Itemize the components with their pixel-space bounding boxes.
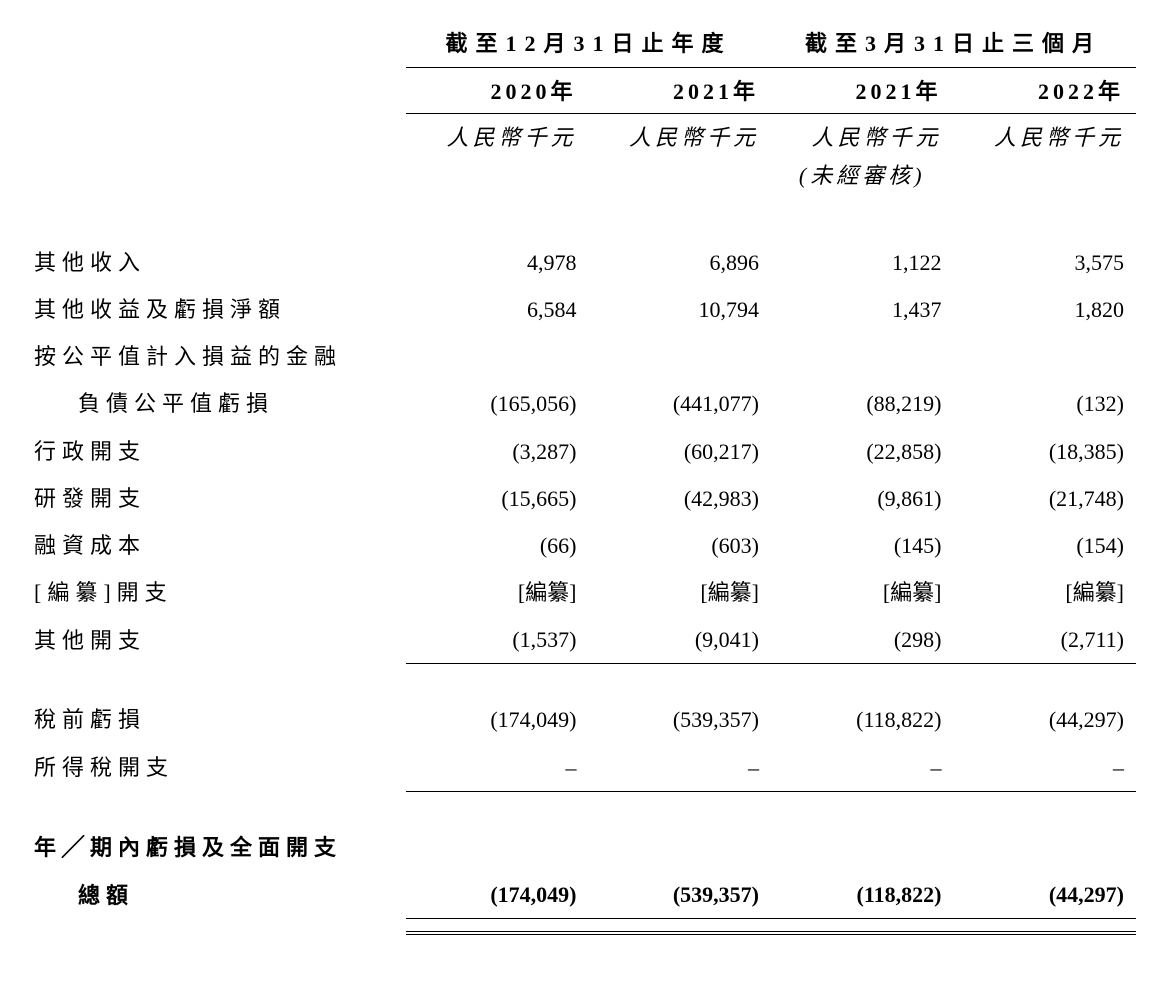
cell-value: (603)	[589, 522, 771, 569]
unit-label: 人民幣千元	[771, 114, 953, 158]
cell-value: –	[589, 744, 771, 792]
row-label: 融資成本	[30, 522, 406, 569]
table-row: [編纂]開支 [編纂] [編纂] [編纂] [編纂]	[30, 569, 1136, 616]
cell-value: (18,385)	[953, 428, 1136, 475]
financial-statement-table: 截至12月31日止年度 截至3月31日止三個月 2020年 2021年 2021…	[30, 20, 1136, 935]
year-header-row: 2020年 2021年 2021年 2022年	[30, 68, 1136, 114]
group-header-row: 截至12月31日止年度 截至3月31日止三個月	[30, 20, 1136, 68]
total-divider	[30, 919, 1136, 934]
col-header-2021a: 2021年	[589, 68, 771, 114]
group-header-annual: 截至12月31日止年度	[406, 20, 771, 68]
cell-value: [編纂]	[771, 569, 953, 616]
cell-value: (132)	[953, 380, 1136, 427]
table-row: 按公平值計入損益的金融	[30, 333, 1136, 380]
tax-row: 所得稅開支 – – – –	[30, 744, 1136, 792]
cell-value: (174,049)	[406, 696, 588, 743]
cell-value: –	[406, 744, 588, 792]
cell-value: (1,537)	[406, 616, 588, 664]
row-label-indent: 負債公平值虧損	[30, 380, 406, 427]
cell-value: 10,794	[589, 286, 771, 333]
cell-value: [編纂]	[953, 569, 1136, 616]
cell-value: (60,217)	[589, 428, 771, 475]
cell-value: (44,297)	[953, 696, 1136, 743]
subtotal-divider	[30, 664, 1136, 677]
row-label: 其他開支	[30, 616, 406, 664]
row-label: [編纂]開支	[30, 569, 406, 616]
subtotal-divider	[30, 791, 1136, 804]
pretax-row: 稅前虧損 (174,049) (539,357) (118,822) (44,2…	[30, 696, 1136, 743]
tax-label: 所得稅開支	[30, 744, 406, 792]
cell-value: (145)	[771, 522, 953, 569]
table-row: 研發開支 (15,665) (42,983) (9,861) (21,748)	[30, 475, 1136, 522]
cell-value: 3,575	[953, 239, 1136, 286]
cell-value: (118,822)	[771, 696, 953, 743]
cell-value: –	[771, 744, 953, 792]
cell-value: 1,437	[771, 286, 953, 333]
cell-value: (441,077)	[589, 380, 771, 427]
cell-value: (22,858)	[771, 428, 953, 475]
cell-value: (15,665)	[406, 475, 588, 522]
col-header-2022: 2022年	[953, 68, 1136, 114]
table-row: 融資成本 (66) (603) (145) (154)	[30, 522, 1136, 569]
cell-value: (165,056)	[406, 380, 588, 427]
col-header-2020: 2020年	[406, 68, 588, 114]
unaudited-note: (未經審核)	[771, 158, 953, 199]
cell-value: 6,584	[406, 286, 588, 333]
cell-value: (154)	[953, 522, 1136, 569]
cell-value: (9,861)	[771, 475, 953, 522]
table-row: 其他開支 (1,537) (9,041) (298) (2,711)	[30, 616, 1136, 664]
cell-value: (42,983)	[589, 475, 771, 522]
cell-value: [編纂]	[589, 569, 771, 616]
cell-value: (298)	[771, 616, 953, 664]
cell-value: 1,820	[953, 286, 1136, 333]
row-label: 按公平值計入損益的金融	[30, 333, 406, 380]
cell-value: (3,287)	[406, 428, 588, 475]
total-value: (174,049)	[406, 871, 588, 919]
total-value: (44,297)	[953, 871, 1136, 919]
group-header-quarter: 截至3月31日止三個月	[771, 20, 1136, 68]
note-row: (未經審核)	[30, 158, 1136, 199]
table-row: 其他收入 4,978 6,896 1,122 3,575	[30, 239, 1136, 286]
row-label: 行政開支	[30, 428, 406, 475]
total-value: (118,822)	[771, 871, 953, 919]
pretax-label: 稅前虧損	[30, 696, 406, 743]
row-label: 其他收入	[30, 239, 406, 286]
cell-value: (9,041)	[589, 616, 771, 664]
cell-value: 4,978	[406, 239, 588, 286]
total-value: (539,357)	[589, 871, 771, 919]
cell-value: (2,711)	[953, 616, 1136, 664]
table-row: 其他收益及虧損淨額 6,584 10,794 1,437 1,820	[30, 286, 1136, 333]
cell-value: (539,357)	[589, 696, 771, 743]
cell-value: 6,896	[589, 239, 771, 286]
total-label2: 總額	[30, 871, 406, 919]
unit-label: 人民幣千元	[953, 114, 1136, 158]
cell-value: –	[953, 744, 1136, 792]
unit-label: 人民幣千元	[589, 114, 771, 158]
table-row: 行政開支 (3,287) (60,217) (22,858) (18,385)	[30, 428, 1136, 475]
unit-label: 人民幣千元	[406, 114, 588, 158]
table-row: 負債公平值虧損 (165,056) (441,077) (88,219) (13…	[30, 380, 1136, 427]
cell-value: (88,219)	[771, 380, 953, 427]
cell-value: 1,122	[771, 239, 953, 286]
total-row: 總額 (174,049) (539,357) (118,822) (44,297…	[30, 871, 1136, 919]
row-label: 其他收益及虧損淨額	[30, 286, 406, 333]
cell-value: (21,748)	[953, 475, 1136, 522]
cell-value: (66)	[406, 522, 588, 569]
total-label-row: 年╱期內虧損及全面開支	[30, 824, 1136, 871]
total-label1: 年╱期內虧損及全面開支	[30, 824, 406, 871]
unit-row: 人民幣千元 人民幣千元 人民幣千元 人民幣千元	[30, 114, 1136, 158]
cell-value: [編纂]	[406, 569, 588, 616]
row-label: 研發開支	[30, 475, 406, 522]
col-header-2021b: 2021年	[771, 68, 953, 114]
